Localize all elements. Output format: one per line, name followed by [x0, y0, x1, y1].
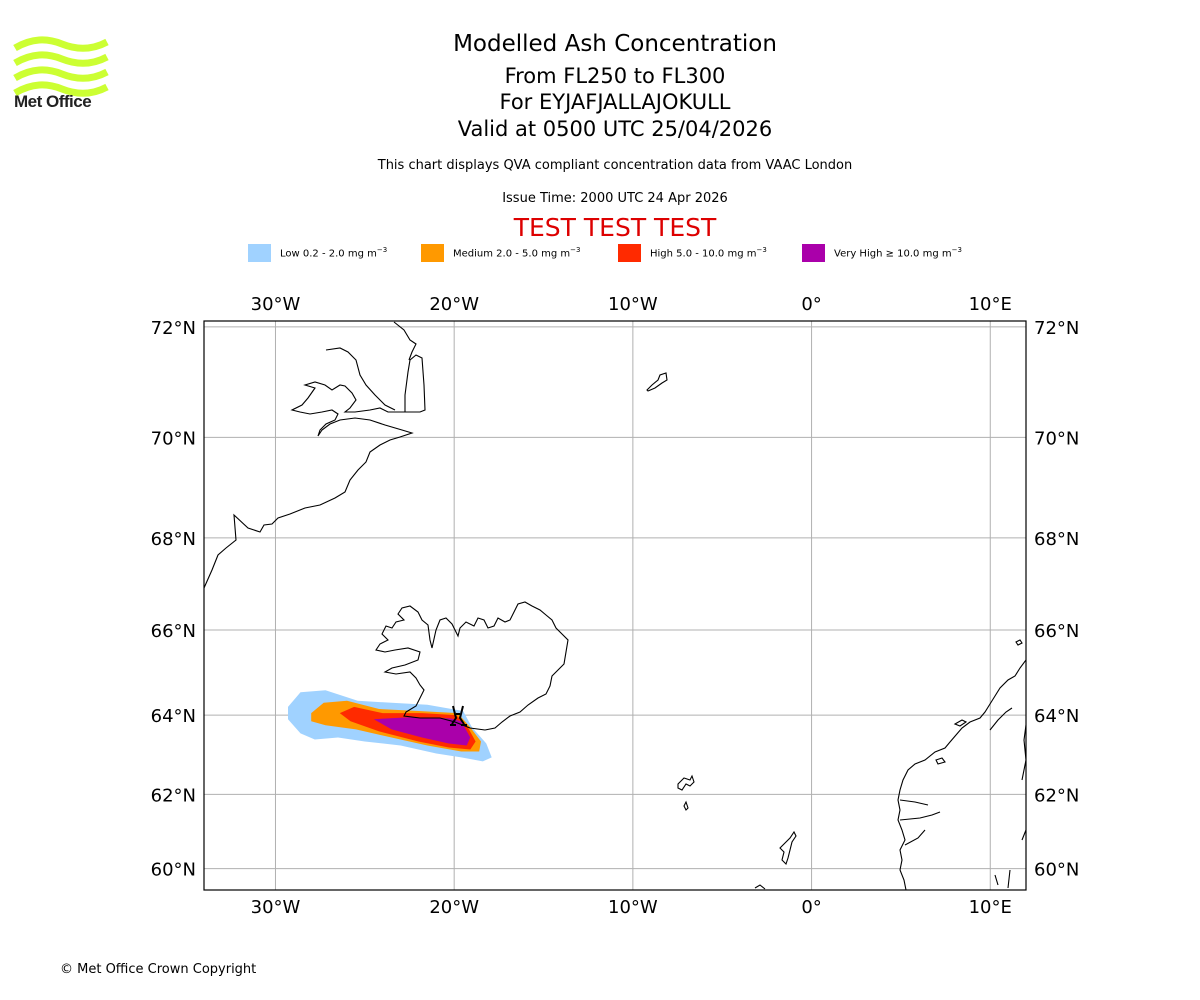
graticule	[204, 321, 1026, 890]
volcano-icon	[450, 705, 467, 726]
lat-tick-label-right: 62°N	[1034, 785, 1079, 806]
coastline-norway	[897, 659, 1026, 890]
lat-tick-label-right: 70°N	[1034, 428, 1079, 449]
chart-title: Modelled Ash Concentration	[453, 31, 777, 57]
volcano-name: For EYJAFJALLAJOKULL	[499, 90, 731, 114]
lat-tick-label-left: 64°N	[151, 706, 196, 727]
logo-wordmark: Met Office	[14, 92, 92, 111]
lat-tick-label-left: 60°N	[151, 860, 196, 881]
coastline-norway-fjords	[899, 707, 1026, 889]
legend-label-high: High 5.0 - 10.0 mg m−3	[650, 246, 767, 260]
lon-tick-label-bottom: 0°	[801, 897, 821, 918]
lat-tick-label-right: 60°N	[1034, 860, 1079, 881]
lat-tick-label-left: 70°N	[151, 428, 196, 449]
test-banner: TEST TEST TEST	[513, 213, 717, 242]
subtitle: This chart displays QVA compliant concen…	[377, 158, 853, 173]
lon-tick-label-bottom: 20°W	[429, 897, 479, 918]
legend-swatch-very-high	[802, 244, 825, 262]
lon-tick-label-top: 20°W	[429, 294, 479, 315]
lat-tick-label-right: 64°N	[1034, 706, 1079, 727]
lat-tick-label-left: 68°N	[151, 529, 196, 550]
legend-swatch-low	[248, 244, 271, 262]
lon-tick-label-top: 10°W	[608, 294, 658, 315]
lat-tick-label-right: 66°N	[1034, 621, 1079, 642]
lat-tick-label-left: 62°N	[151, 785, 196, 806]
lon-tick-label-top: 0°	[801, 294, 821, 315]
lat-tick-label-left: 66°N	[151, 621, 196, 642]
legend-label-medium: Medium 2.0 - 5.0 mg m−3	[453, 246, 581, 260]
lon-tick-label-bottom: 10°E	[969, 897, 1012, 918]
lat-tick-label-left: 72°N	[151, 318, 196, 339]
ash-area-very-high	[373, 717, 471, 746]
lon-tick-label-bottom: 10°W	[608, 897, 658, 918]
flight-level-range: From FL250 to FL300	[504, 64, 726, 88]
lat-tick-label-right: 68°N	[1034, 529, 1079, 550]
met-office-logo-icon	[13, 36, 109, 97]
ash-concentration-layer	[288, 690, 492, 762]
lat-tick-label-right: 72°N	[1034, 318, 1079, 339]
coastline-shetland	[779, 830, 797, 866]
issue-time: Issue Time: 2000 UTC 24 Apr 2026	[502, 191, 728, 206]
validity-time: Valid at 0500 UTC 25/04/2026	[457, 117, 773, 141]
coastlines	[204, 321, 1026, 890]
legend-swatch-high	[618, 244, 641, 262]
lon-tick-label-top: 30°W	[251, 294, 301, 315]
coastline-faroes	[677, 774, 695, 811]
coastline-iceland	[375, 601, 569, 731]
axis-tick-labels: 30°W 30°W 20°W 20°W 10°W 10°W 0° 0° 10°E 10°E 72°N…	[151, 294, 1080, 918]
coastline-greenland-north	[325, 321, 417, 411]
legend-label-very-high: Very High ≥ 10.0 mg m−3	[834, 246, 962, 260]
coastline-greenland	[204, 354, 426, 589]
map-frame	[203, 320, 1027, 891]
coastline-scotland	[754, 884, 766, 890]
legend-label-low: Low 0.2 - 2.0 mg m−3	[280, 246, 388, 260]
lon-tick-label-top: 10°E	[969, 294, 1012, 315]
legend-swatch-medium	[421, 244, 444, 262]
lon-tick-label-bottom: 30°W	[251, 897, 301, 918]
coastline-jan-mayen	[646, 372, 668, 392]
coastline-norway-islands	[935, 639, 1023, 765]
copyright-notice: © Met Office Crown Copyright	[60, 962, 257, 977]
